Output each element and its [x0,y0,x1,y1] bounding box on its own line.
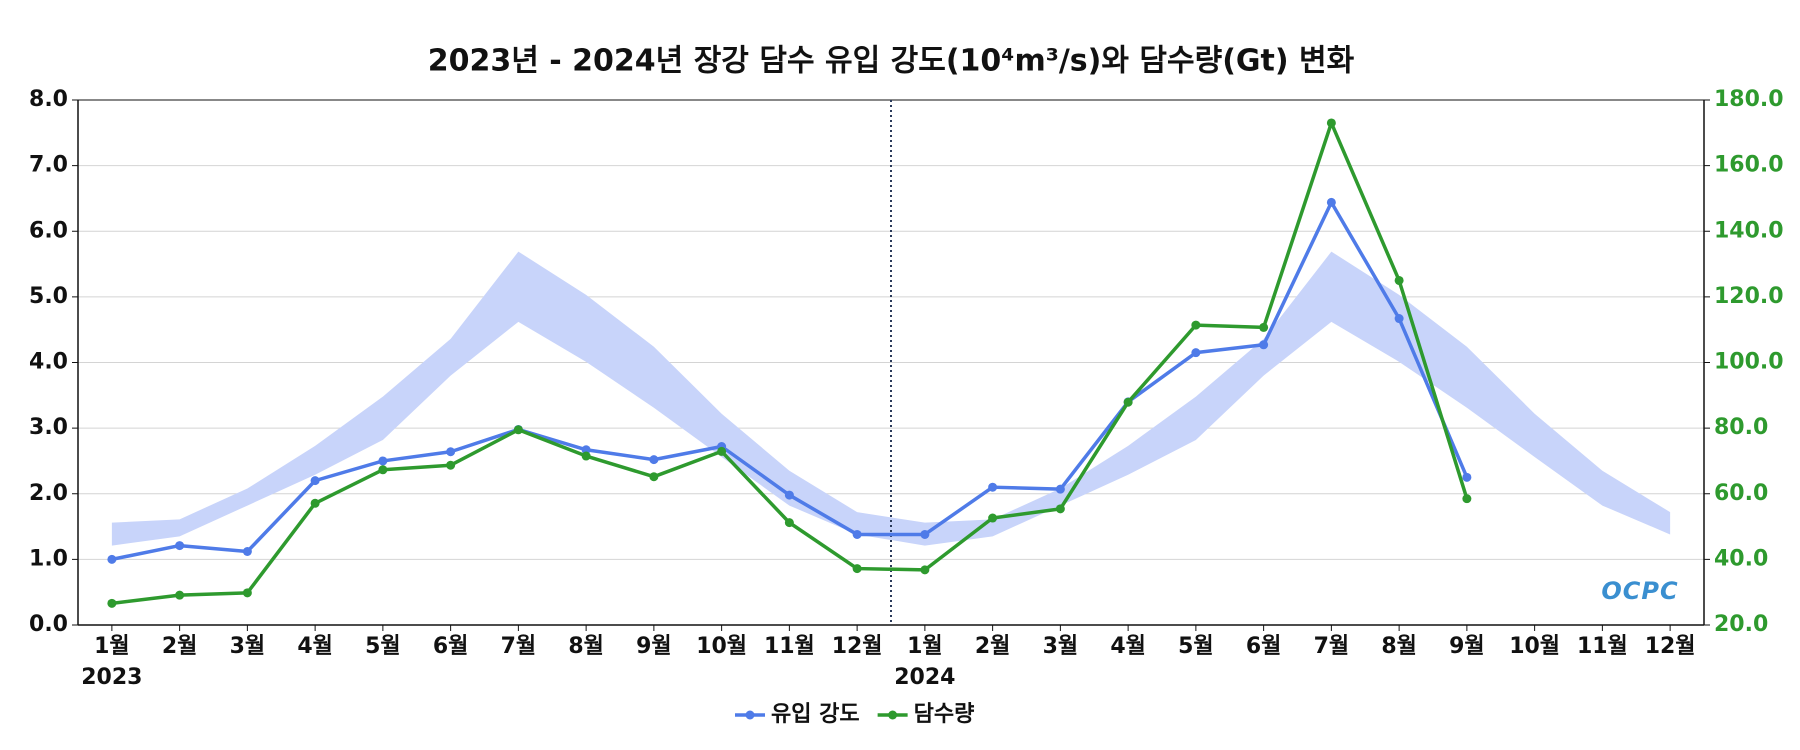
x-tick-label: 5월 [365,634,401,659]
x-tick-label: 9월 [636,634,672,659]
year-label: 2023 [81,665,142,690]
series-point [581,445,591,455]
legend-marker [888,710,898,720]
x-tick-label: 5월 [1178,634,1214,659]
y2-tick-label: 160.0 [1714,153,1784,178]
y-tick-label: 3.0 [29,415,68,440]
x-tick-label: 2월 [162,634,198,659]
y2-tick-label: 100.0 [1714,350,1784,375]
y-tick-label: 4.0 [29,350,68,375]
x-tick-label: 7월 [1314,634,1350,659]
series-point [1055,504,1065,514]
series-point [1055,484,1065,494]
series-point [649,472,659,482]
y2-tick-label: 20.0 [1714,612,1768,637]
y-tick-label: 2.0 [29,481,68,506]
series-point [1394,314,1404,324]
x-tick-label: 1월 [94,634,130,659]
x-tick-label: 3월 [1043,634,1079,659]
legend-label: 유입 강도 [771,702,860,727]
series-point [1259,340,1269,350]
x-tick-label: 10월 [696,634,747,659]
series-point [513,425,523,435]
x-tick-label: 8월 [568,634,604,659]
series-point [1326,118,1336,128]
x-tick-label: 12월 [1645,634,1696,659]
x-tick-label: 2월 [975,634,1011,659]
series-point [988,482,998,492]
series-point [1259,322,1269,332]
y2-tick-label: 180.0 [1714,87,1784,112]
y-tick-label: 6.0 [29,218,68,243]
series-point [717,446,727,456]
series-point [1191,348,1201,358]
x-tick-label: 6월 [1246,634,1282,659]
series-point [1191,320,1201,330]
y-tick-label: 8.0 [29,87,68,112]
series-point [988,513,998,523]
logo: OCPC [1601,577,1678,605]
legend-label: 담수량 [914,702,975,727]
series-point [107,554,117,564]
x-tick-label: 11월 [764,634,815,659]
series-point [581,451,591,461]
year-label: 2024 [894,665,955,690]
y2-tick-label: 40.0 [1714,546,1768,571]
series-point [1326,197,1336,207]
y-tick-label: 1.0 [29,546,68,571]
x-tick-label: 4월 [1110,634,1146,659]
series-point [852,529,862,539]
y-tick-label: 7.0 [29,153,68,178]
x-tick-label: 7월 [501,634,537,659]
x-tick-label: 10월 [1509,634,1560,659]
x-tick-label: 4월 [297,634,333,659]
x-tick-label: 1월 [907,634,943,659]
x-tick-label: 6월 [433,634,469,659]
series-point [784,518,794,528]
x-tick-label: 9월 [1449,634,1485,659]
series-point [378,456,388,466]
climatology-band [111,251,1671,546]
series-point [175,541,185,551]
series-point [920,529,930,539]
series-point [378,465,388,475]
y-tick-label: 0.0 [29,612,68,637]
chart-title: 2023년 - 2024년 장강 담수 유입 강도(10⁴m³/s)와 담수량(… [428,44,1355,79]
series-point [920,565,930,575]
series-point [649,455,659,465]
y2-tick-label: 60.0 [1714,481,1768,506]
x-tick-label: 3월 [230,634,266,659]
series-point [1394,275,1404,285]
x-tick-label: 12월 [832,634,883,659]
series-point [242,547,252,556]
series-point [1123,397,1133,407]
y2-tick-label: 140.0 [1714,218,1784,243]
series-point [310,498,320,508]
series-point [446,447,456,457]
series-point [784,490,794,500]
series-point [242,588,252,598]
y2-tick-label: 120.0 [1714,284,1784,309]
series-point [310,476,320,486]
series-point [446,460,456,470]
y-tick-label: 5.0 [29,284,68,309]
series-point [1462,494,1472,504]
series-point [175,590,185,600]
y2-tick-label: 80.0 [1714,415,1768,440]
x-tick-label: 11월 [1577,634,1628,659]
legend-marker [745,710,755,720]
series-point [1462,472,1472,482]
series-point [852,564,862,574]
x-tick-label: 8월 [1381,634,1417,659]
series-point [107,598,117,608]
